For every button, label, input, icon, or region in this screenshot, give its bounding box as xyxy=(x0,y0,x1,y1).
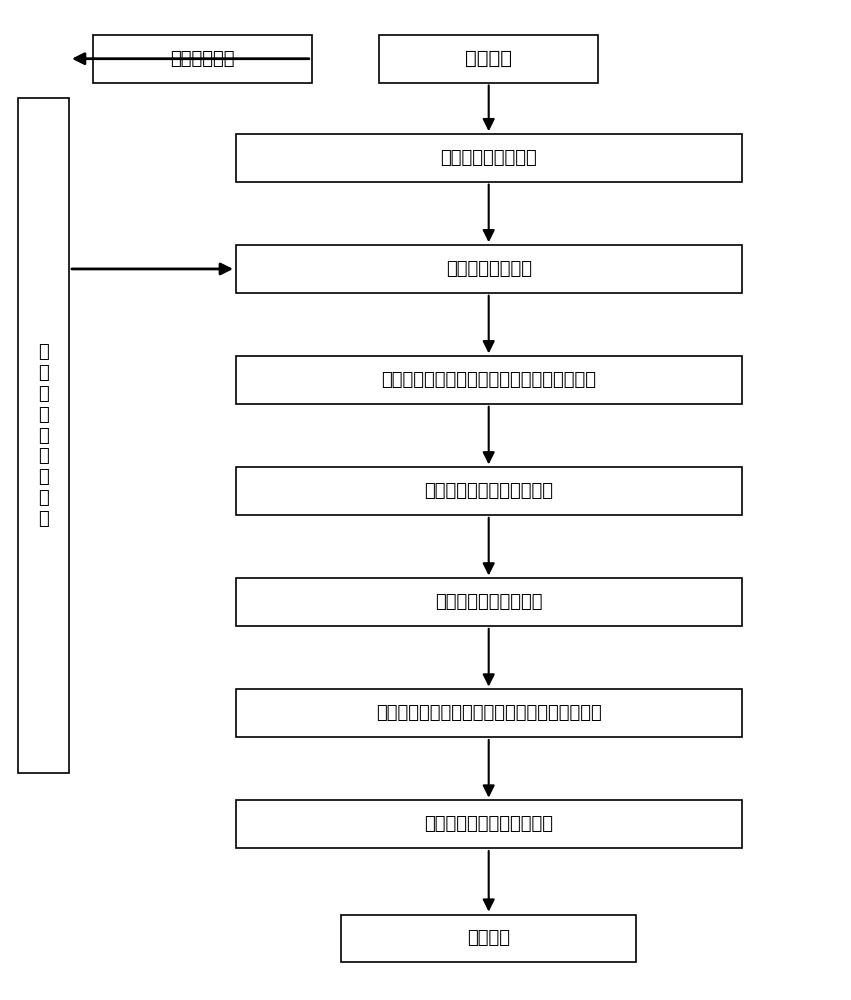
Bar xyxy=(236,245,741,293)
Bar xyxy=(236,800,741,848)
Text: 预埋件的制作: 预埋件的制作 xyxy=(170,50,234,68)
Bar xyxy=(236,134,741,182)
Bar xyxy=(380,35,598,83)
Text: 下支座墙体钢筋绑扎，: 下支座墙体钢筋绑扎， xyxy=(435,593,542,611)
Bar xyxy=(236,578,741,626)
Text: 安装阻尼器以及下支座埋板: 安装阻尼器以及下支座埋板 xyxy=(424,482,553,500)
Text: 支设下支座墙体浇筑模板，浇筑上剪力墙混凝土: 支设下支座墙体浇筑模板，浇筑上剪力墙混凝土 xyxy=(376,704,602,722)
Bar xyxy=(236,356,741,404)
Text: 安装完成: 安装完成 xyxy=(467,929,511,947)
Text: 涂
刷
防
腐
、
防
火
涂
料: 涂 刷 防 腐 、 防 火 涂 料 xyxy=(38,343,49,528)
Bar xyxy=(341,915,637,962)
Bar xyxy=(236,467,741,515)
Text: 支设上支座浇筑模板，浇筑上支座墙体混凝土: 支设上支座浇筑模板，浇筑上支座墙体混凝土 xyxy=(381,371,597,389)
Text: 施工准备: 施工准备 xyxy=(465,49,512,68)
Text: 用高强螺栓连接固定阻尼器: 用高强螺栓连接固定阻尼器 xyxy=(424,815,553,833)
Text: 安装上支座预埋板: 安装上支座预埋板 xyxy=(446,260,532,278)
Text: 上支座墙体钢筋绑扎: 上支座墙体钢筋绑扎 xyxy=(440,149,537,167)
Bar xyxy=(19,98,69,773)
Bar xyxy=(93,35,311,83)
Bar xyxy=(236,689,741,737)
